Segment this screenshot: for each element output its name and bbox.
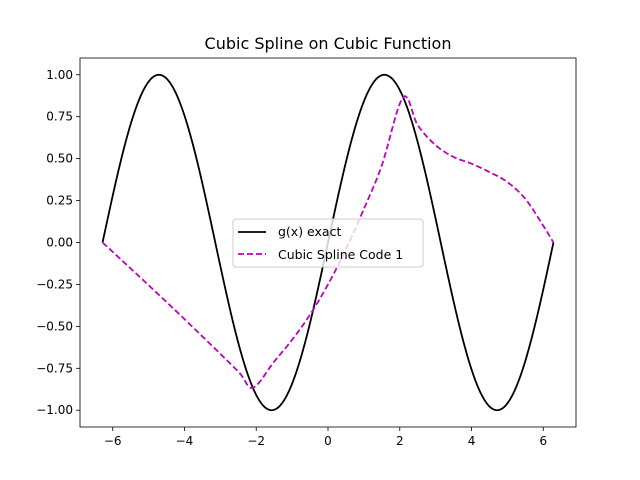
y-tick-label: −0.25	[36, 277, 73, 291]
x-tick-label: −2	[247, 434, 265, 448]
x-tick-label: 4	[468, 434, 476, 448]
y-tick-label: 0.00	[46, 236, 73, 250]
y-tick-label: −1.00	[36, 403, 73, 417]
y-axis: −1.00 −0.75 −0.50 −0.25 0.00 0.25 0.50 0.75 1.00	[36, 68, 80, 417]
x-tick-label: 6	[539, 434, 547, 448]
x-tick-label: −6	[104, 434, 122, 448]
x-tick-label: −4	[176, 434, 194, 448]
legend: g(x) exact Cubic Spline Code 1	[232, 218, 424, 268]
x-tick-label: 2	[396, 434, 404, 448]
legend-label-spline: Cubic Spline Code 1	[278, 247, 403, 262]
y-tick-label: 0.75	[46, 110, 73, 124]
x-axis: −6 −4 −2 0 2 4 6	[104, 427, 547, 448]
legend-frame	[232, 218, 424, 268]
y-tick-label: −0.50	[36, 319, 73, 333]
y-tick-label: 1.00	[46, 68, 73, 82]
y-tick-label: −0.75	[36, 361, 73, 375]
y-tick-label: 0.25	[46, 194, 73, 208]
y-tick-label: 0.50	[46, 152, 73, 166]
legend-label-exact: g(x) exact	[278, 224, 341, 239]
x-tick-label: 0	[324, 434, 332, 448]
series-line-spline	[101, 95, 555, 389]
chart-title: Cubic Spline on Cubic Function	[205, 34, 452, 53]
